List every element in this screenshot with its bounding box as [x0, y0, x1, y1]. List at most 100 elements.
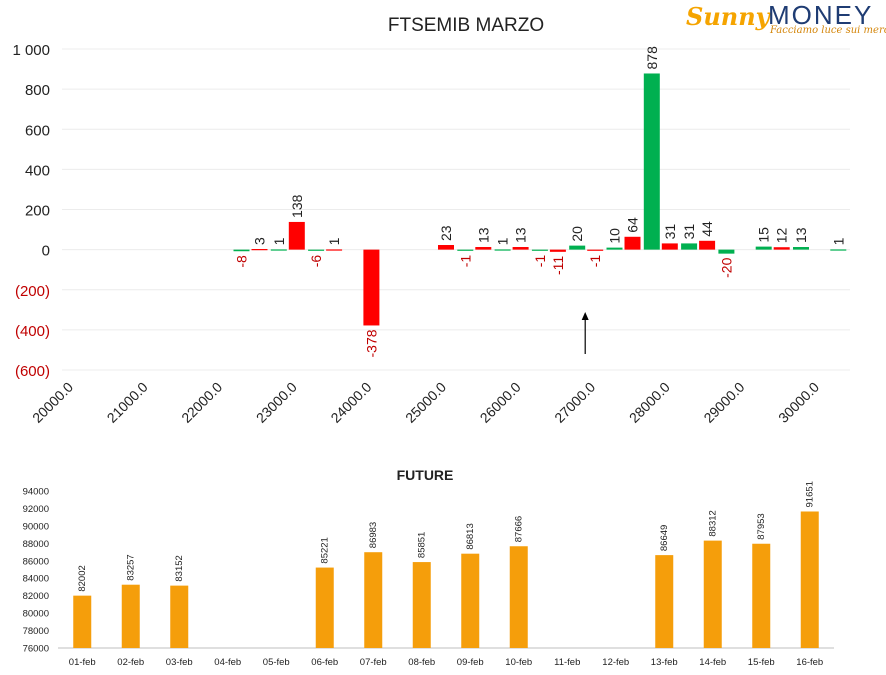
future-x-tick-label: 15-feb	[748, 657, 775, 668]
future-bar	[315, 567, 334, 648]
main-data-label: 64	[625, 217, 641, 233]
future-y-tick-label: 78000	[23, 626, 49, 637]
future-bar	[509, 546, 528, 648]
main-bar-put	[699, 240, 716, 250]
future-data-label: 85221	[320, 537, 331, 563]
future-y-tick-label: 82000	[23, 591, 49, 602]
future-data-label: 82002	[77, 565, 88, 591]
future-data-label: 88312	[708, 510, 719, 536]
future-x-tick-label: 06-feb	[311, 657, 338, 668]
main-bar-call	[793, 247, 809, 250]
main-bar-put	[288, 221, 305, 250]
future-y-tick-label: 76000	[23, 644, 49, 655]
main-bar-put	[251, 249, 268, 251]
future-x-tick-label: 03-feb	[166, 657, 193, 668]
future-y-tick-label: 90000	[23, 521, 49, 532]
main-bar-call	[308, 249, 325, 251]
main-bar-put	[363, 249, 380, 326]
main-x-tick-label: 24000.0	[327, 379, 374, 426]
future-bar	[73, 595, 92, 648]
main-bar-put	[438, 245, 454, 250]
main-data-label: 138	[289, 194, 305, 218]
main-data-label: 10	[607, 228, 623, 244]
future-x-tick-label: 13-feb	[651, 657, 678, 668]
future-bar	[364, 552, 383, 648]
main-bar-call	[494, 249, 511, 251]
main-y-tick-label: (400)	[15, 323, 50, 340]
main-x-tick-label: 26000.0	[477, 379, 524, 426]
main-x-tick-label: 23000.0	[253, 379, 300, 426]
main-bar-put	[326, 249, 343, 251]
main-data-label: 878	[644, 46, 660, 70]
main-x-tick-label: 28000.0	[626, 379, 673, 426]
future-bar	[703, 540, 722, 648]
future-bar	[461, 553, 480, 648]
future-data-label: 91651	[805, 481, 816, 507]
main-data-label: 13	[793, 227, 809, 243]
future-bar	[170, 585, 189, 648]
main-data-label: 1	[271, 237, 287, 245]
main-data-label: -6	[308, 255, 324, 268]
main-data-label: -378	[363, 329, 379, 357]
logo-tagline: Facciamo luce sui mercati	[770, 25, 886, 36]
main-gridlines	[62, 48, 850, 371]
main-x-tick-label: 21000.0	[104, 379, 151, 426]
main-y-tick-label: 400	[25, 162, 50, 179]
main-data-label: 1	[495, 237, 511, 245]
main-data-label: 15	[756, 227, 772, 243]
main-bar-call	[606, 247, 623, 250]
main-data-label: 12	[774, 227, 790, 243]
main-x-tick-label: 25000.0	[402, 379, 449, 426]
future-data-label: 87666	[514, 516, 525, 542]
future-x-tick-label: 08-feb	[408, 657, 435, 668]
main-data-label: 13	[513, 227, 529, 243]
main-data-label: 3	[252, 237, 268, 245]
future-bar	[121, 584, 140, 648]
main-bar-call	[569, 245, 586, 250]
main-bar-put	[661, 243, 678, 250]
main-bar-call	[457, 249, 474, 251]
main-bar-call	[643, 73, 660, 250]
main-bar-call	[755, 246, 772, 250]
main-x-tick-label: 29000.0	[700, 379, 747, 426]
main-data-label: 31	[681, 224, 697, 240]
future-x-tick-label: 16-feb	[796, 657, 823, 668]
main-data-label: -1	[587, 255, 603, 268]
future-bar	[655, 555, 674, 648]
main-y-axis: 1 000 800 600 400 200 0 (200) (400) (600)	[12, 42, 50, 380]
future-y-tick-label: 88000	[23, 539, 49, 550]
future-y-tick-label: 92000	[23, 504, 49, 515]
main-data-label: -1	[457, 255, 473, 268]
main-data-label: -8	[234, 255, 250, 268]
future-data-labels: 82002 83257 83152 85221 86983 85851 86813 87666…	[77, 481, 816, 592]
main-x-tick-label: 20000.0	[29, 379, 76, 426]
future-y-tick-label: 80000	[23, 609, 49, 620]
main-data-label: 1	[830, 237, 846, 245]
main-data-label: 20	[569, 226, 585, 242]
future-x-tick-label: 12-feb	[602, 657, 629, 668]
future-x-tick-label: 14-feb	[699, 657, 726, 668]
main-y-tick-label: 0	[42, 243, 50, 260]
future-data-label: 85851	[417, 532, 428, 558]
future-bar	[800, 511, 819, 648]
logo-money-text: MONEY	[768, 0, 874, 30]
future-bar	[752, 543, 771, 648]
main-data-label: 44	[699, 221, 715, 237]
main-bar-put	[475, 247, 492, 250]
main-y-tick-label: 200	[25, 203, 50, 220]
ftsemib-open-interest-chart: FTSEMIB MARZO 1 000 800 600 400 200 0 (200) (40…	[12, 15, 850, 426]
future-x-tick-label: 02-feb	[117, 657, 144, 668]
future-y-tick-label: 84000	[23, 574, 49, 585]
main-bar-call	[531, 249, 548, 251]
main-bar-put	[587, 249, 604, 251]
main-bar-put	[624, 236, 641, 250]
main-bars	[233, 73, 847, 326]
logo-sunny-text: Sunny	[686, 2, 770, 31]
future-chart-title: FUTURE	[397, 467, 454, 483]
future-y-tick-label: 86000	[23, 556, 49, 567]
main-data-label: 13	[475, 227, 491, 243]
marker-arrow-head	[581, 312, 589, 320]
main-y-tick-label: (600)	[15, 363, 50, 380]
future-y-tick-label: 94000	[23, 487, 49, 498]
